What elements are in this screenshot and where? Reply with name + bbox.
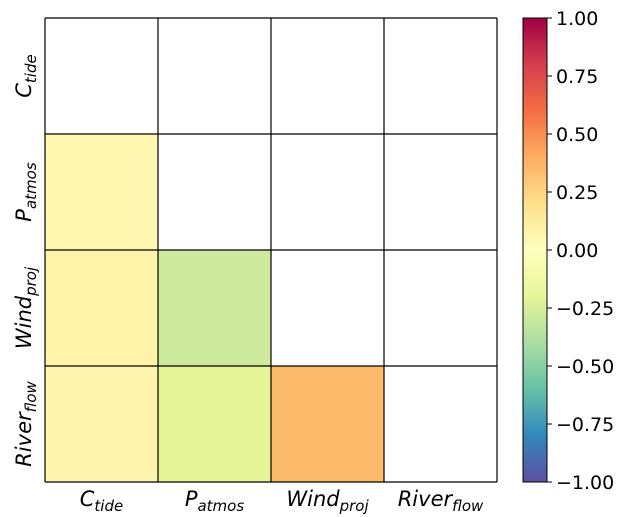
colorbar-tick-label: 0.00 bbox=[556, 240, 598, 262]
x-tick-label: Riverflow bbox=[398, 487, 484, 515]
x-tick-label: Windproj bbox=[286, 487, 369, 515]
heatmap-cell-1-2 bbox=[271, 134, 384, 250]
colorbar-tick-label: 0.50 bbox=[556, 124, 598, 146]
colorbar-tick-label: −0.25 bbox=[556, 298, 614, 320]
heatmap-cell-0-3 bbox=[384, 18, 497, 134]
y-tick-label: Windproj bbox=[12, 266, 40, 349]
heatmap-grid bbox=[44, 17, 498, 483]
y-axis-tick-labels: Ctide Patmos Windproj Riverflow bbox=[12, 54, 40, 467]
x-tick-label: Ctide bbox=[80, 487, 123, 515]
y-tick-label: Patmos bbox=[12, 162, 40, 222]
heatmap-cell-2-0 bbox=[45, 250, 158, 366]
y-tick-label: Ctide bbox=[12, 54, 40, 97]
heatmap-cell-3-3 bbox=[384, 366, 497, 482]
heatmap-cell-1-3 bbox=[384, 134, 497, 250]
colorbar: 1.00 0.75 0.50 0.25 0.00 −0.25 −0.50 −0.75 −1.00 bbox=[522, 8, 614, 494]
heatmap-cell-0-0 bbox=[45, 18, 158, 134]
heatmap-cell-2-2 bbox=[271, 250, 384, 366]
colorbar-gradient bbox=[523, 18, 547, 482]
x-tick-label: Patmos bbox=[185, 487, 245, 515]
colorbar-tick-label: −0.50 bbox=[556, 356, 614, 378]
colorbar-tick-label: −0.75 bbox=[556, 414, 614, 436]
colorbar-tick-label: 0.75 bbox=[556, 66, 598, 88]
heatmap-cell-2-1 bbox=[158, 250, 271, 366]
colorbar-tick-label: −1.00 bbox=[556, 472, 614, 494]
heatmap-cells bbox=[45, 18, 497, 482]
colorbar-tick-label: 0.25 bbox=[556, 182, 598, 204]
heatmap-cell-2-3 bbox=[384, 250, 497, 366]
colorbar-tick-label: 1.00 bbox=[556, 8, 598, 30]
heatmap-cell-1-1 bbox=[158, 134, 271, 250]
heatmap-cell-0-2 bbox=[271, 18, 384, 134]
heatmap-cell-1-0 bbox=[45, 134, 158, 250]
heatmap-cell-3-1 bbox=[158, 366, 271, 482]
y-tick-label: Riverflow bbox=[12, 380, 40, 466]
heatmap-cell-3-0 bbox=[45, 366, 158, 482]
x-axis-tick-labels: Ctide Patmos Windproj Riverflow bbox=[80, 487, 484, 515]
heatmap-cell-0-1 bbox=[158, 18, 271, 134]
heatmap-cell-3-2 bbox=[271, 366, 384, 482]
